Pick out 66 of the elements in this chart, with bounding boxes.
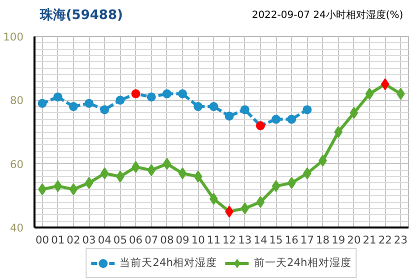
chart-subtitle: 2022-09-07 24小时相对湿度(%) <box>252 9 404 21</box>
point <box>116 96 125 105</box>
x-tick-label: 13 <box>238 234 252 246</box>
point <box>272 114 281 124</box>
x-tick-label: 22 <box>378 234 392 246</box>
point <box>302 105 312 114</box>
x-tick-label: 16 <box>284 234 299 246</box>
legend-label: 当前天24h相对湿度 <box>120 256 217 270</box>
point <box>178 89 188 98</box>
x-tick-label: 00 <box>36 234 50 246</box>
x-tick-label: 04 <box>98 234 112 246</box>
x-tick-label: 01 <box>51 234 65 246</box>
x-tick-label: 03 <box>82 234 96 246</box>
point <box>147 164 156 176</box>
x-tick-label: 07 <box>144 234 158 246</box>
point <box>287 176 296 189</box>
y-tick-label: 40 <box>10 222 24 234</box>
legend-label: 前一天24h相对湿度 <box>254 256 352 270</box>
x-tick-label: 09 <box>176 234 190 246</box>
point <box>100 105 110 114</box>
point <box>84 176 94 189</box>
point <box>256 196 265 208</box>
point <box>53 92 62 102</box>
point <box>287 114 296 124</box>
point <box>162 89 172 98</box>
point <box>256 121 265 130</box>
x-tick-label: 10 <box>191 234 206 246</box>
x-tick-label: 15 <box>269 234 283 246</box>
x-tick-label: 05 <box>113 234 127 246</box>
point <box>194 102 203 112</box>
x-tick-label: 21 <box>362 234 376 246</box>
point <box>100 167 109 180</box>
point <box>84 98 94 108</box>
point <box>209 102 218 112</box>
x-tick-label: 08 <box>160 234 174 246</box>
point <box>54 180 62 192</box>
point <box>69 183 78 196</box>
x-tick-label: 17 <box>300 234 314 246</box>
point <box>162 158 172 170</box>
y-tick-label: 100 <box>3 30 24 44</box>
x-tick-label: 06 <box>129 234 143 246</box>
x-tick-label: 12 <box>222 234 236 246</box>
point <box>146 92 156 102</box>
x-tick-label: 19 <box>332 234 346 246</box>
point <box>131 89 140 98</box>
point <box>240 105 250 114</box>
point <box>365 88 374 100</box>
x-tick-label: 18 <box>316 234 330 246</box>
x-tick-label: 14 <box>254 234 268 246</box>
point <box>178 167 187 180</box>
point <box>240 202 250 214</box>
point <box>380 78 390 90</box>
point <box>224 112 234 121</box>
point <box>194 170 202 183</box>
chart-title: 珠海(59488) <box>38 8 123 23</box>
x-tick-label: 02 <box>66 234 80 246</box>
y-tick-label: 60 <box>10 158 24 171</box>
point <box>272 180 280 192</box>
x-tick-label: 20 <box>347 234 361 246</box>
point <box>68 102 78 112</box>
x-tick-label: 23 <box>394 234 408 246</box>
point <box>38 98 47 108</box>
point <box>334 126 343 138</box>
point <box>350 106 358 119</box>
x-tick-label: 11 <box>206 234 220 246</box>
y-tick-label: 80 <box>10 94 24 108</box>
